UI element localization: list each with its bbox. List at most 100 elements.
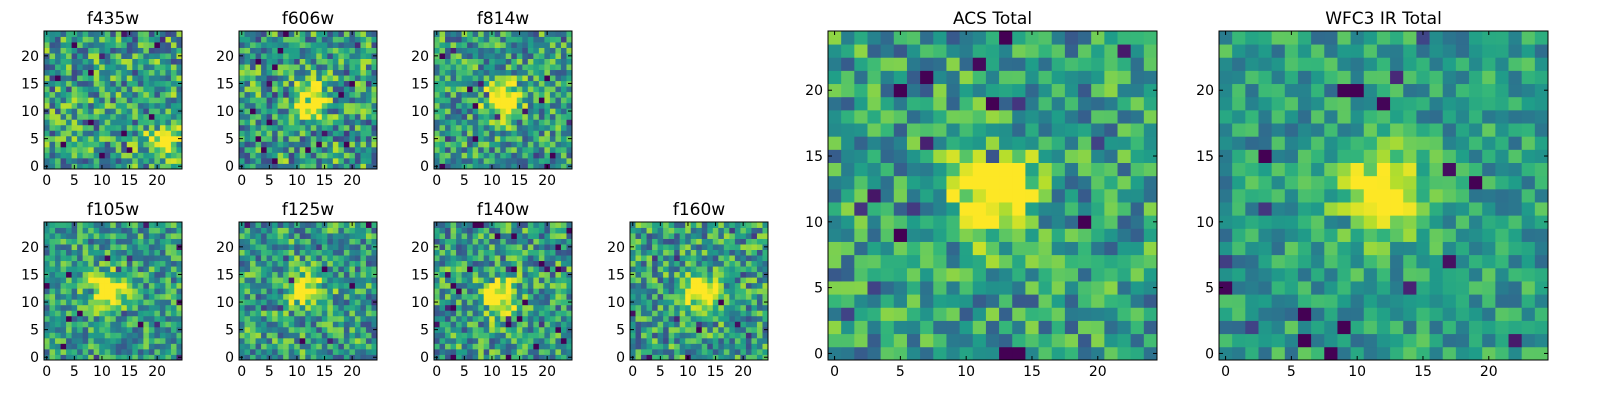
heatmap-cell	[635, 227, 642, 234]
heatmap-cell	[283, 163, 290, 170]
heatmap-cell	[349, 91, 356, 98]
heatmap-cell	[494, 86, 501, 93]
heatmap-cell	[745, 227, 752, 234]
heatmap-cell	[327, 108, 334, 115]
heatmap-cell	[327, 31, 334, 37]
heatmap-cell	[365, 119, 372, 126]
heatmap-cell	[707, 288, 714, 295]
heatmap-cell	[533, 124, 540, 131]
heatmap-cell	[538, 288, 545, 295]
heatmap-cell	[305, 58, 312, 65]
heatmap-cell	[239, 277, 245, 284]
heatmap-cell	[854, 254, 868, 269]
heatmap-cell	[494, 108, 501, 115]
heatmap-cell	[239, 321, 245, 328]
heatmap-cell	[338, 288, 345, 295]
heatmap-cell	[104, 146, 111, 153]
heatmap-cell	[445, 146, 451, 153]
heatmap-cell	[933, 346, 947, 361]
heatmap-cell	[148, 31, 155, 37]
heatmap-cell	[121, 64, 128, 71]
heatmap-cell	[500, 321, 507, 328]
heatmap-cell	[244, 141, 251, 148]
heatmap-cell	[66, 238, 72, 245]
heatmap-cell	[544, 58, 551, 65]
heatmap-cell	[360, 260, 367, 267]
heatmap-cell	[343, 141, 350, 148]
heatmap-cell	[1012, 281, 1026, 295]
heatmap-cell	[338, 255, 345, 262]
heatmap-cell	[1130, 267, 1145, 282]
heatmap-cell	[533, 271, 540, 278]
heatmap-cell	[467, 288, 474, 295]
heatmap-cell	[641, 244, 647, 250]
heatmap-cell	[685, 227, 692, 234]
heatmap-cell	[511, 227, 518, 234]
heatmap-cell	[170, 304, 177, 311]
heatmap-cell	[500, 288, 507, 295]
heatmap-cell	[467, 152, 474, 159]
heatmap-cell	[349, 255, 356, 262]
heatmap-cell	[104, 326, 111, 333]
heatmap-cell	[71, 326, 78, 333]
heatmap-cell	[360, 233, 367, 239]
heatmap-cell	[137, 42, 144, 48]
heatmap-cell	[472, 102, 479, 109]
heatmap-cell	[272, 53, 279, 59]
heatmap-cell	[310, 135, 317, 142]
heatmap-cell	[255, 304, 262, 311]
heatmap-cell	[538, 146, 545, 153]
heatmap-cell	[343, 315, 350, 322]
heatmap-cell	[244, 69, 251, 76]
heatmap-cell	[283, 222, 290, 228]
heatmap-cell	[82, 146, 89, 153]
heatmap-cell	[985, 267, 1000, 282]
heatmap-cell	[740, 244, 747, 250]
heatmap-cell	[159, 53, 166, 59]
heatmap-cell	[239, 337, 245, 344]
heatmap-cell	[137, 315, 144, 322]
heatmap-cell	[255, 108, 262, 115]
heatmap-cell	[71, 315, 78, 322]
heatmap-cell	[294, 288, 301, 295]
heatmap-cell	[55, 304, 61, 311]
axes-frame	[43, 30, 183, 170]
heatmap-cell	[729, 293, 736, 300]
heatmap-cell	[338, 282, 345, 289]
heatmap-cell	[445, 86, 451, 93]
heatmap-cell	[316, 255, 323, 262]
heatmap-cell	[121, 80, 128, 87]
heatmap-cell	[685, 343, 692, 350]
heatmap-cell	[115, 348, 122, 355]
heatmap-cell	[49, 108, 56, 115]
heatmap-cell	[1104, 162, 1118, 177]
heatmap-cell	[360, 266, 367, 273]
heatmap-cell	[718, 249, 725, 256]
heatmap-cell	[250, 86, 256, 93]
heatmap-cell	[756, 249, 763, 256]
heatmap-cell	[148, 97, 155, 104]
heatmap-cell	[841, 188, 855, 203]
heatmap-cell	[555, 332, 562, 339]
heatmap-cell	[338, 80, 345, 87]
heatmap-cell	[77, 337, 84, 344]
heatmap-cell	[555, 315, 562, 322]
heatmap-cell	[461, 75, 468, 82]
heatmap-cell	[93, 310, 100, 317]
heatmap-cell	[635, 337, 642, 344]
heatmap-cell	[630, 304, 636, 311]
heatmap-cell	[266, 266, 273, 273]
heatmap-cell	[55, 47, 61, 54]
heatmap-cell	[461, 233, 468, 239]
heatmap-cell	[360, 135, 367, 142]
heatmap-cell	[310, 222, 317, 228]
heatmap-cell	[55, 227, 61, 234]
heatmap-cell	[478, 304, 485, 311]
heatmap-cell	[985, 307, 1000, 321]
heatmap-cell	[1064, 320, 1079, 335]
heatmap-cell	[920, 149, 934, 163]
heatmap-cell	[132, 53, 139, 59]
heatmap-cell	[343, 31, 350, 37]
heatmap-cell	[176, 64, 183, 71]
heatmap-cell	[472, 337, 479, 344]
